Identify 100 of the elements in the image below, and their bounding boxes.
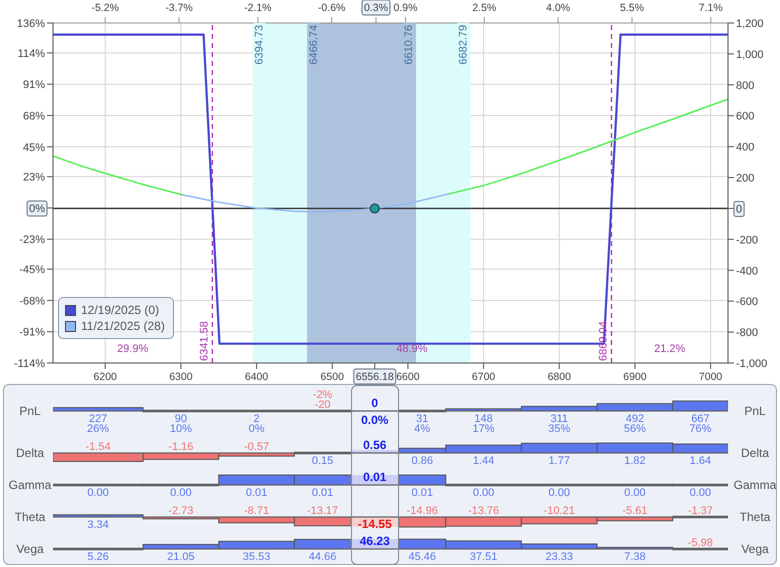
y-axis-title: Theta xyxy=(14,510,46,524)
annotation: 48.9% xyxy=(396,342,428,355)
data-label: 5.26 xyxy=(87,550,109,563)
y2-tick-label: 600 xyxy=(736,110,754,123)
x2-tick-label: 0.9% xyxy=(394,2,418,14)
annotation: 21.2% xyxy=(654,342,686,355)
data-label: 0.00 xyxy=(170,486,192,499)
data-label: 0.01 xyxy=(312,486,334,499)
annotation: -2% xyxy=(312,388,333,401)
y2-tick-label: -200 xyxy=(736,234,758,246)
x-tick-label: 6900 xyxy=(623,371,647,383)
x-tick-label: 7000 xyxy=(698,371,722,383)
x2-tick-label: 5.5% xyxy=(620,2,644,14)
x-tick-label: 6200 xyxy=(94,371,118,383)
x-tick-label: 6300 xyxy=(169,371,193,383)
data-label: 148 xyxy=(474,412,493,425)
data-label: 37.51 xyxy=(470,550,498,563)
y-axis-title: Vega xyxy=(16,542,44,556)
data-label: 21.05 xyxy=(167,550,195,563)
annotation: 6466.74 xyxy=(308,24,320,65)
data-label: -5.98 xyxy=(688,536,713,549)
legend-label: 11/21/2025 (28) xyxy=(81,318,165,334)
x-tick-label: 6500 xyxy=(320,371,344,383)
y-axis-title: Delta xyxy=(16,446,44,460)
data-label: 2 xyxy=(253,412,260,425)
data-label: 0.00 xyxy=(624,486,646,499)
x-tick-label: 6800 xyxy=(548,371,572,383)
y-axis-title: PnL xyxy=(19,404,41,418)
y2-tick-label: 400 xyxy=(736,142,754,154)
legend-label: 12/19/2025 (0) xyxy=(81,302,160,318)
ref-line-label: 6869.04 xyxy=(597,321,610,361)
y2-tick-label: -600 xyxy=(736,296,758,308)
data-label: 7.38 xyxy=(624,550,646,563)
data-label: 31 xyxy=(416,412,428,425)
data-label: -1.54 xyxy=(85,440,111,453)
data-label: 1.77 xyxy=(548,454,570,467)
data-label: 492 xyxy=(626,412,644,425)
y2-axis-title: PnL xyxy=(744,404,766,418)
data-label: -8.71 xyxy=(244,504,270,517)
y2-tick-label: -400 xyxy=(736,265,758,278)
annotation: 26% xyxy=(87,422,110,435)
data-label: 0.00 xyxy=(690,486,712,499)
y-tick-label: -91% xyxy=(19,326,46,339)
data-label: -14.96 xyxy=(406,504,438,517)
y-tick-label: 23% xyxy=(22,172,46,184)
data-label: 3.34 xyxy=(87,518,109,531)
annotation: 10% xyxy=(170,422,192,435)
annotation: 76% xyxy=(689,422,712,435)
x2-tick-label: -0.6% xyxy=(318,2,346,14)
x2-tick-label: 4.0% xyxy=(546,2,570,14)
data-label: 46.23 xyxy=(360,534,390,548)
y-tick-label: 45% xyxy=(22,142,46,154)
y-tick-label: 91% xyxy=(22,79,46,92)
y-tick-label: 114% xyxy=(18,48,46,60)
y2-tick-label: 1,000 xyxy=(736,48,764,61)
data-label: 44.66 xyxy=(308,550,336,563)
data-label: 0.01 xyxy=(246,486,268,499)
annotation: 4% xyxy=(414,422,430,435)
x2-tick-label: -3.7% xyxy=(165,2,193,14)
data-label: 0.01 xyxy=(412,486,433,499)
y2-tick-label: 0 xyxy=(736,203,742,216)
data-label: -14.55 xyxy=(358,517,392,532)
annotation: 6394.73 xyxy=(253,24,266,65)
y-tick-label: -23% xyxy=(19,234,46,246)
y2-axis-title: Delta xyxy=(740,446,770,460)
data-label: -13.17 xyxy=(306,504,338,517)
data-label: 35.53 xyxy=(242,550,270,563)
data-label: 0.00 xyxy=(472,486,494,499)
y2-axis-title: Gamma xyxy=(734,478,777,492)
y-tick-label: 68% xyxy=(22,110,46,122)
data-label: -2.73 xyxy=(168,504,194,517)
data-label: -20 xyxy=(314,398,331,411)
y-tick-label: 136% xyxy=(16,18,46,30)
annotation: 17% xyxy=(472,422,495,435)
x2-tick-label: 2.5% xyxy=(472,2,496,14)
y2-tick-label: 1,200 xyxy=(736,18,764,30)
data-label: 23.33 xyxy=(545,550,574,563)
y2-axis-title: Theta xyxy=(740,510,771,524)
data-label: -5.61 xyxy=(622,504,648,517)
annotation: 0.0% xyxy=(361,413,389,428)
x2-tick-label: -5.2% xyxy=(91,2,119,14)
data-label: -0.57 xyxy=(244,440,270,453)
y2-axis-title: Vega xyxy=(741,542,769,556)
data-label: 0.15 xyxy=(312,454,334,467)
annotation: 0% xyxy=(248,422,265,435)
y-axis-title: Gamma xyxy=(8,478,52,492)
y2-tick-label: 800 xyxy=(736,80,754,92)
x-tick-label: 6700 xyxy=(472,371,496,383)
y-tick-label: -114% xyxy=(14,358,46,370)
data-label: 0.86 xyxy=(412,454,433,467)
data-label: 1.82 xyxy=(624,454,646,467)
data-label: 1.64 xyxy=(690,454,712,467)
annotation: 29.9% xyxy=(117,342,148,355)
data-label: 311 xyxy=(550,412,568,425)
y2-tick-label: 200 xyxy=(736,172,754,185)
x2-tick-label: -2.1% xyxy=(244,2,272,14)
y2-tick-label: -1,000 xyxy=(736,358,768,370)
annotation: 35% xyxy=(548,422,570,435)
data-label: 90 xyxy=(174,412,188,425)
annotation: 56% xyxy=(624,422,646,435)
